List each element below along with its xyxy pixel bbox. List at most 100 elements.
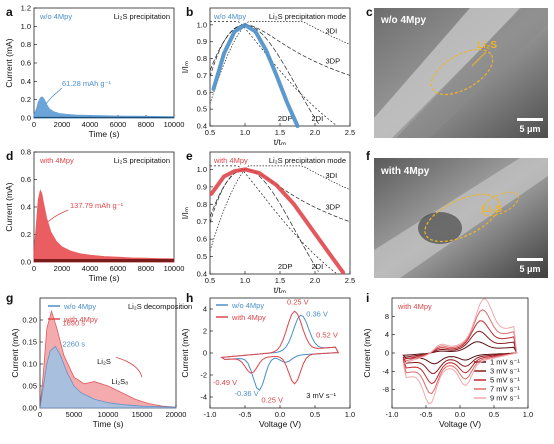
peak-label-ox-wo: 0.36 V bbox=[306, 310, 328, 319]
x-tick-label-b: 2.5 bbox=[345, 128, 355, 137]
x-axis-label-a: Time (s) bbox=[89, 129, 120, 139]
cv-curve-with-4mpy bbox=[220, 310, 340, 385]
x-tick-label-h: -0.5 bbox=[239, 410, 252, 419]
y-tick-label-e: 0.5 bbox=[197, 252, 207, 261]
model-label-3DI-e: 3DI bbox=[326, 171, 338, 180]
x-tick-label-d: 4000 bbox=[82, 264, 99, 273]
species-label-li2s8: Li₂S₈ bbox=[111, 377, 128, 386]
y-tick-label-g: 0.00 bbox=[22, 404, 37, 413]
species-arrow bbox=[116, 357, 143, 378]
x-tick-label-g: 15000 bbox=[132, 410, 153, 419]
time-annotation-1690: 1690 s bbox=[62, 318, 85, 327]
x-tick-label-h: 0.5 bbox=[310, 410, 320, 419]
model-curve-2DP-e bbox=[210, 165, 337, 274]
condition-label-i: with 4Mpy bbox=[397, 302, 432, 311]
condition-label-e: with 4Mpy bbox=[213, 156, 248, 165]
x-tick-label-i: 0.0 bbox=[455, 410, 465, 419]
y-tick-label-g: 0.20 bbox=[22, 316, 37, 325]
plot-d: 0 2000 4000 6000 8000 10000 0.0 0.2 0.4 0.6 0.8 Tim… bbox=[4, 148, 184, 284]
x-tick-label-g: 10000 bbox=[98, 410, 119, 419]
plot-h: -1.0 -0.5 0.0 0.5 1.0 -4 -2 0 2 4 Voltage (V) Curre… bbox=[180, 297, 355, 429]
plot-e: 0.5 1.0 1.5 2.0 2.50.40.50.60.70.80.91.0t/tₘ… bbox=[180, 151, 355, 295]
peak-label-red-wo: -0.36 V bbox=[235, 389, 259, 398]
model-label-3DI-b: 3DI bbox=[326, 26, 338, 35]
y-axis-label-i: Current (mA) bbox=[362, 328, 372, 377]
x-tick-label-i: 0.5 bbox=[489, 410, 499, 419]
x-tick-label-e: 2.5 bbox=[345, 276, 355, 285]
x-axis-label-e: t/tₘ bbox=[274, 285, 287, 295]
panel-letter-a: a bbox=[6, 5, 13, 19]
condition-label-d: with 4Mpy bbox=[39, 156, 74, 165]
x-tick-label-b: 1.0 bbox=[240, 128, 250, 137]
x-tick-label-h: 0.0 bbox=[275, 410, 285, 419]
plot-a: 0 2000 4000 6000 8000 10000 0.0 0.2 0.4 0.6 0.8 1.0… bbox=[4, 4, 184, 140]
x-tick-label-e: 1.0 bbox=[240, 276, 250, 285]
legend-label-rate-9: 9 mV s⁻¹ bbox=[490, 394, 520, 403]
y-tick-label-e: 0.4 bbox=[197, 270, 207, 279]
x-tick-label-g: 20000 bbox=[166, 410, 187, 419]
condition-label-b: w/o 4Mpy bbox=[213, 12, 246, 21]
model-label-2DP-e: 2DP bbox=[278, 262, 293, 271]
sem-c-scale: 5 μm bbox=[519, 124, 540, 134]
y-tick-label-a: 1.2 bbox=[21, 4, 31, 13]
condition-label-a: w/o 4Mpy bbox=[39, 12, 72, 21]
x-tick-label-a: 2000 bbox=[54, 120, 71, 129]
y-tick-label-b: 0.4 bbox=[197, 122, 207, 131]
plot-b: 0.5 1.0 1.5 2.0 2.50.40.50.60.70.80.91.0t/tₘ… bbox=[180, 7, 355, 147]
y-tick-label-b: 0.8 bbox=[197, 54, 207, 63]
legend-label-wo-4mpy: w/o 4Mpy bbox=[63, 302, 96, 311]
x-tick-label-i: -0.5 bbox=[420, 410, 433, 419]
panel-letter-e: e bbox=[186, 149, 193, 163]
x-tick-label-d: 8000 bbox=[138, 264, 155, 273]
y-tick-label-h: -2 bbox=[200, 371, 207, 380]
y-tick-label-g: 0.05 bbox=[22, 382, 37, 391]
x-axis-label-h: Voltage (V) bbox=[259, 419, 301, 429]
panel-letter-i: i bbox=[366, 291, 369, 305]
x-tick-label-e: 0.5 bbox=[205, 276, 215, 285]
y-tick-label-d: 0.6 bbox=[21, 175, 31, 184]
chart-title-e: Li₂S precipitation mode bbox=[269, 156, 346, 165]
y-axis-label-h: Current (mA) bbox=[180, 328, 190, 377]
y-tick-label-e: 0.7 bbox=[197, 217, 207, 226]
y-tick-label-h: 2 bbox=[203, 327, 207, 336]
plot-frame-a bbox=[33, 7, 175, 119]
series-baseline-a bbox=[34, 116, 174, 118]
y-tick-label-a: 0.2 bbox=[21, 95, 31, 104]
x-tick-label-a: 4000 bbox=[82, 120, 99, 129]
y-axis-label-d: Current (mA) bbox=[4, 182, 14, 231]
model-label-2DP-b: 2DP bbox=[278, 114, 293, 123]
x-tick-label-a: 0 bbox=[32, 120, 36, 129]
y-axis-label-e: I/Iₘ bbox=[180, 206, 190, 219]
y-tick-label-b: 0.9 bbox=[197, 37, 207, 46]
model-curve-2DI-e bbox=[209, 169, 319, 272]
y-axis-label-g: Current (mA) bbox=[10, 328, 20, 377]
capacity-annotation-d: 137.79 mAh g⁻¹ bbox=[70, 201, 124, 210]
y-tick-label-e: 0.6 bbox=[197, 235, 207, 244]
y-tick-label-d: 0.2 bbox=[21, 230, 31, 239]
chart-title-g: Li₂S decomposition bbox=[128, 302, 192, 311]
legend-label-with-4mpy: with 4Mpy bbox=[63, 315, 98, 324]
time-annotation-2260: 2260 s bbox=[62, 339, 85, 348]
model-curve-3DI-b bbox=[209, 21, 351, 104]
x-tick-label-i: -1.0 bbox=[386, 410, 399, 419]
y-tick-label-d: 0.8 bbox=[21, 148, 31, 157]
y-tick-label-i: 4 bbox=[385, 330, 389, 339]
y-tick-label-b: 0.6 bbox=[197, 88, 207, 97]
plot-g: 0 5000 10000 15000 20000 0.00 0.05 0.10 0.15 0.20… bbox=[10, 297, 192, 429]
model-curve-2DI-b bbox=[209, 24, 319, 124]
model-label-3DP-b: 3DP bbox=[326, 57, 341, 66]
x-axis-label-i: Voltage (V) bbox=[439, 419, 481, 429]
annotation-arrow-d bbox=[47, 209, 69, 223]
x-tick-label-d: 6000 bbox=[110, 264, 127, 273]
y-tick-label-a: 0.8 bbox=[21, 40, 31, 49]
y-tick-label-h: 0 bbox=[203, 349, 207, 358]
y-tick-label-i: 8 bbox=[385, 312, 389, 321]
y-tick-label-d: 0.4 bbox=[21, 203, 31, 212]
model-label-2DI-b: 2DI bbox=[312, 114, 324, 123]
x-tick-label-b: 0.5 bbox=[205, 128, 215, 137]
x-axis-label-d: Time (s) bbox=[89, 273, 120, 283]
species-label-li2s: Li₂S bbox=[97, 357, 111, 366]
series-area-a bbox=[33, 96, 175, 119]
panel-letter-d: d bbox=[6, 149, 13, 163]
